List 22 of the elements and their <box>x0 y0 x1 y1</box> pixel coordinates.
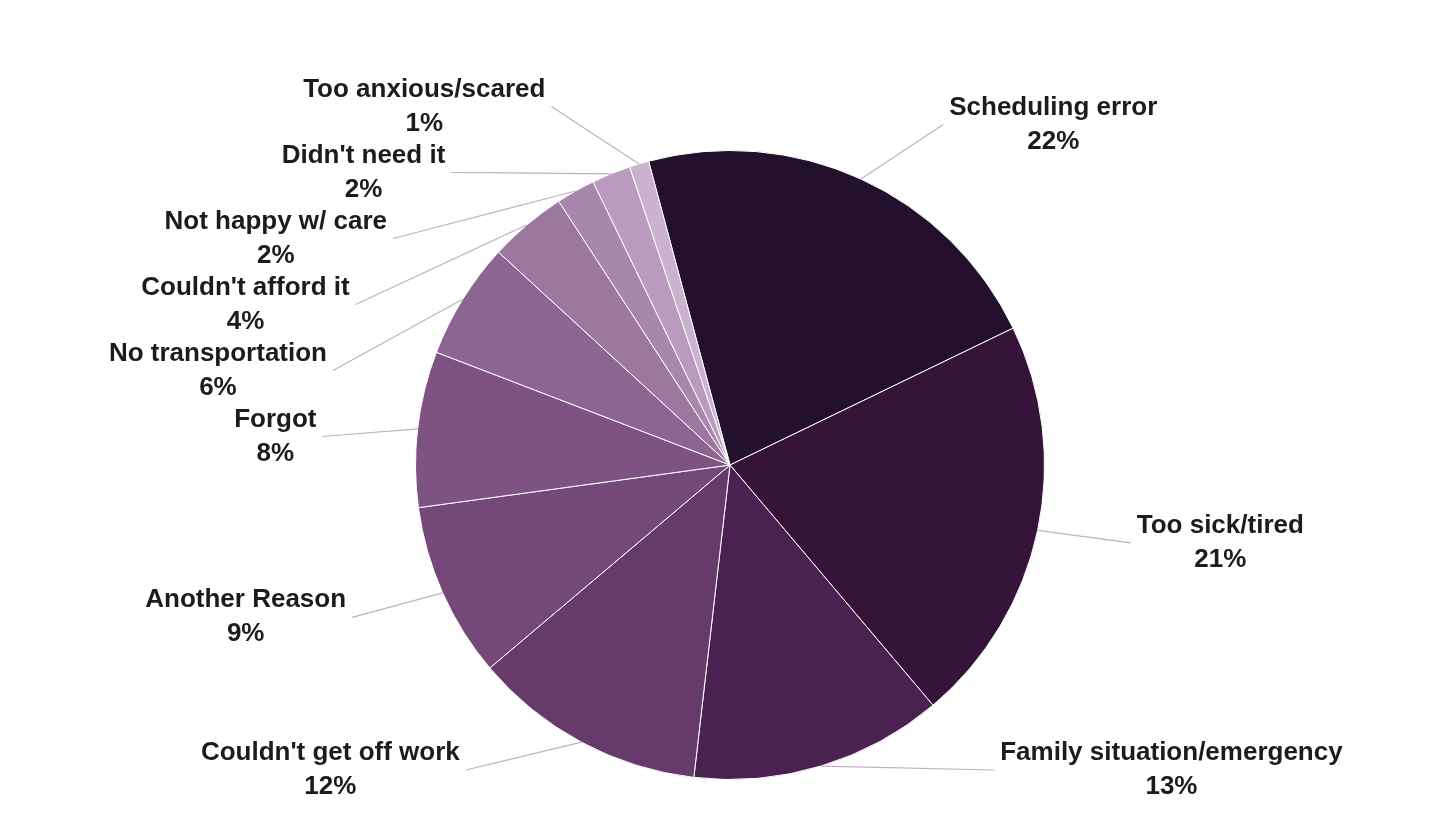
data-label: 9% <box>226 617 265 648</box>
data-label: 2% <box>344 172 383 203</box>
data-label: 4% <box>226 304 265 335</box>
slice-label: Family situation/emergency <box>1000 736 1344 767</box>
data-label: 22% <box>1027 124 1080 155</box>
slice-label: Another Reason <box>145 583 347 614</box>
slice-label: Forgot <box>234 402 317 433</box>
data-label: 2% <box>256 238 295 269</box>
data-label: 13% <box>1145 770 1198 801</box>
data-label: 12% <box>304 770 357 801</box>
slice-label: Couldn't afford it <box>141 270 350 301</box>
slice-label: Too sick/tired <box>1136 509 1304 540</box>
data-label: 1% <box>405 106 444 137</box>
slice-label: Scheduling error <box>949 90 1158 121</box>
slice-label: Didn't need it <box>281 138 446 169</box>
slice-label: Couldn't get off work <box>200 736 461 767</box>
data-label: 6% <box>199 370 237 401</box>
slice-label: Too anxious/scared <box>303 72 546 103</box>
slice-label: No transportation <box>108 336 327 367</box>
slice-label: Not happy w/ care <box>164 204 388 235</box>
data-label: 21% <box>1194 543 1247 574</box>
data-label: 8% <box>256 436 295 467</box>
